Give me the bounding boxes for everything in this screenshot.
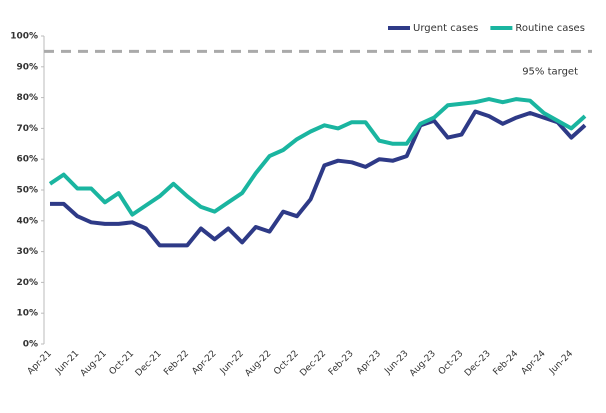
x-tick-label: Apr-23	[355, 349, 383, 377]
x-tick-label: Oct-22	[272, 349, 300, 377]
x-tick-label: Aug-22	[243, 349, 273, 379]
x-tick-label: Dec-21	[134, 349, 164, 379]
y-tick-label: 40%	[16, 216, 38, 226]
y-tick-label: 10%	[16, 309, 38, 319]
y-tick-label: 90%	[16, 62, 38, 72]
x-tick-label: Feb-22	[162, 349, 191, 378]
series-line	[50, 109, 587, 248]
y-tick-label: 50%	[16, 186, 38, 196]
x-tick-label: Feb-23	[327, 349, 356, 378]
y-tick-label: 20%	[16, 278, 38, 288]
x-tick-label: Dec-23	[463, 349, 493, 379]
x-tick-label: Oct-23	[437, 349, 465, 377]
x-tick-label: Jun-24	[547, 349, 575, 377]
y-tick-label: 70%	[16, 124, 38, 134]
y-tick-label: 80%	[16, 93, 38, 103]
x-tick-label: Oct-21	[108, 349, 136, 377]
x-tick-label: Aug-21	[79, 349, 109, 379]
y-tick-label: 30%	[16, 247, 38, 257]
x-tick-label: Feb-24	[492, 349, 521, 378]
y-tick-label: 60%	[16, 155, 38, 165]
x-tick-label: Apr-21	[26, 349, 54, 377]
target-label: 95% target	[522, 66, 578, 77]
x-tick-label: Apr-22	[190, 349, 218, 377]
series-line	[48, 97, 587, 217]
x-tick-label: Jun-21	[53, 349, 81, 377]
x-tick-label: Jun-22	[218, 349, 246, 377]
x-tick-label: Dec-22	[298, 349, 328, 379]
x-tick-label: Apr-24	[520, 349, 548, 377]
x-tick-label: Aug-23	[408, 349, 438, 379]
legend-label: Routine cases	[515, 23, 585, 34]
legend-label: Urgent cases	[413, 23, 478, 34]
y-tick-label: 100%	[10, 32, 38, 42]
x-tick-label: Jun-23	[382, 349, 410, 377]
y-tick-label: 0%	[23, 340, 38, 350]
